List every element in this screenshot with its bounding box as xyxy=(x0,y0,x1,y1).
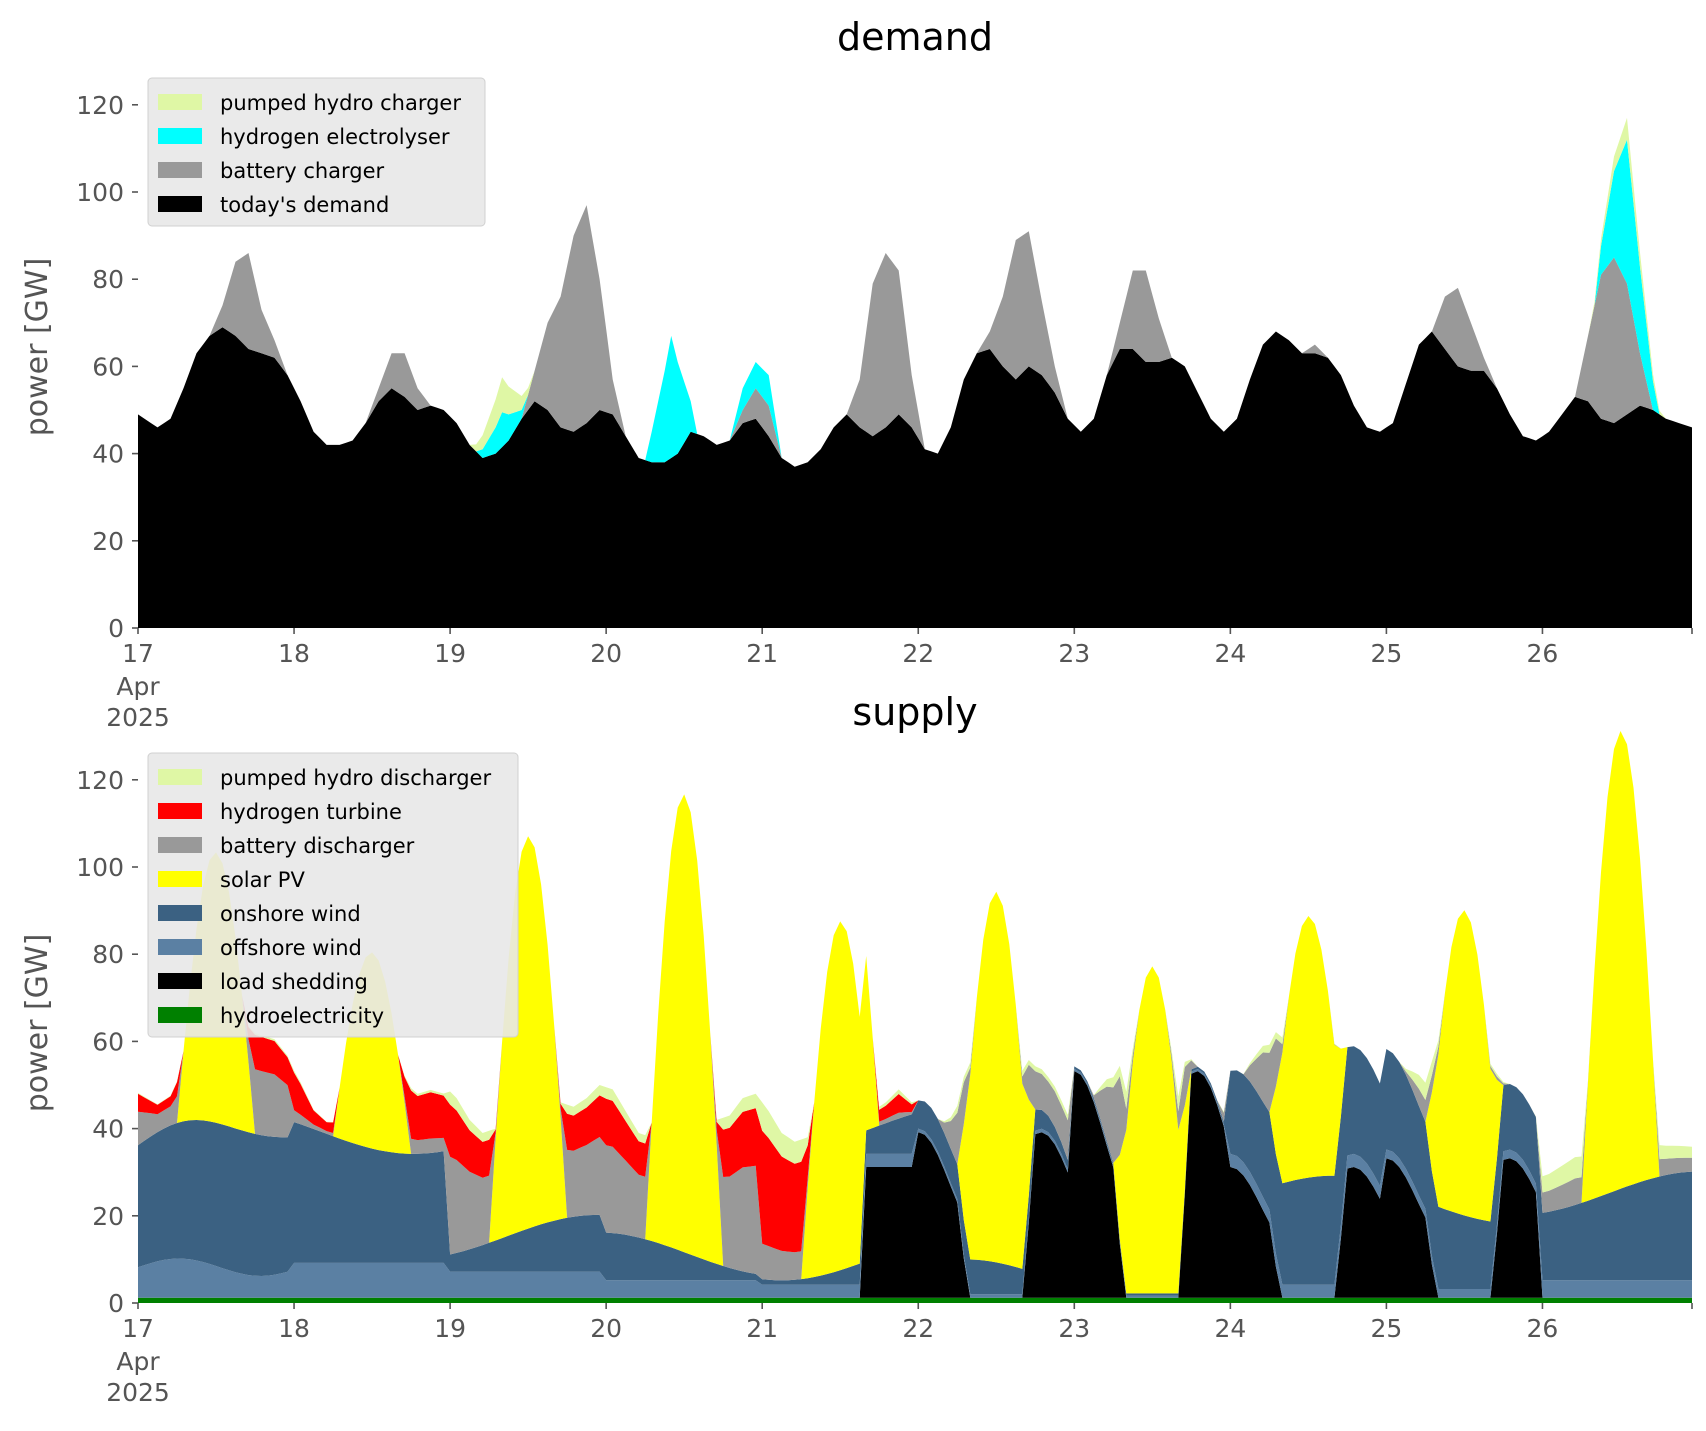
legend-label: pumped hydro discharger xyxy=(220,766,491,790)
x-tick-year-label: 2025 xyxy=(106,1378,170,1407)
x-tick-label: 19 xyxy=(434,1314,466,1343)
supply-title: supply xyxy=(852,690,977,734)
legend-swatch xyxy=(158,1007,202,1023)
demand-legend: pumped hydro charger hydrogen electrolyse… xyxy=(147,77,486,227)
x-tick-label: 18 xyxy=(278,639,310,668)
y-tick-label: 40 xyxy=(92,1115,124,1144)
legend-box xyxy=(147,752,519,1038)
y-tick-label: 120 xyxy=(76,91,124,120)
legend-label: hydroelectricity xyxy=(220,1004,384,1028)
y-tick-label: 20 xyxy=(92,1202,124,1231)
legend-label: battery discharger xyxy=(220,834,415,858)
x-tick-label: 23 xyxy=(1058,639,1090,668)
legend-swatch xyxy=(158,871,202,887)
demand-y-ticks: 0 20 40 60 80 100 120 xyxy=(76,91,138,643)
y-tick-label: 100 xyxy=(76,853,124,882)
x-tick-label: 26 xyxy=(1527,639,1559,668)
legend-swatch xyxy=(158,973,202,989)
legend-swatch xyxy=(158,162,202,178)
x-tick-label: 22 xyxy=(902,639,934,668)
area-hydroelectricity xyxy=(138,1297,1692,1303)
y-tick-label: 60 xyxy=(92,1027,124,1056)
legend-swatch xyxy=(158,905,202,921)
area-battery-charger xyxy=(138,205,1692,467)
demand-y-axis-label: power [GW] xyxy=(20,258,55,437)
legend-swatch xyxy=(158,803,202,819)
x-tick-label: 21 xyxy=(746,639,778,668)
legend-swatch xyxy=(158,196,202,212)
legend-label: battery charger xyxy=(220,159,385,183)
legend-label: solar PV xyxy=(220,868,305,892)
x-tick-label: 23 xyxy=(1058,1314,1090,1343)
x-tick-label: 20 xyxy=(590,639,622,668)
legend-box xyxy=(147,77,486,227)
x-tick-label: 20 xyxy=(590,1314,622,1343)
y-tick-label: 0 xyxy=(108,614,124,643)
legend-swatch xyxy=(158,769,202,785)
x-tick-label: 17 xyxy=(122,639,154,668)
demand-areas xyxy=(138,117,1692,628)
y-tick-label: 60 xyxy=(92,352,124,381)
area-solar-pv xyxy=(138,731,1692,1294)
x-tick-label: 21 xyxy=(746,1314,778,1343)
supply-y-axis-label: power [GW] xyxy=(20,934,55,1113)
x-tick-label: 17 xyxy=(122,1314,154,1343)
area-today-s-demand xyxy=(138,327,1692,628)
y-tick-label: 20 xyxy=(92,527,124,556)
supply-y-ticks: 0 20 40 60 80 100 120 xyxy=(76,766,138,1318)
x-tick-label: 26 xyxy=(1527,1314,1559,1343)
legend-swatch xyxy=(158,837,202,853)
y-tick-label: 80 xyxy=(92,265,124,294)
y-tick-label: 80 xyxy=(92,940,124,969)
legend-swatch xyxy=(158,939,202,955)
legend-label: hydrogen electrolyser xyxy=(220,125,450,149)
legend-label: onshore wind xyxy=(220,902,361,926)
x-tick-label: 22 xyxy=(902,1314,934,1343)
x-tick-month-label: Apr xyxy=(116,1347,160,1376)
y-tick-label: 0 xyxy=(108,1289,124,1318)
legend-swatch xyxy=(158,128,202,144)
supply-legend: pumped hydro discharger hydrogen turbine b… xyxy=(147,752,519,1038)
legend-label: load shedding xyxy=(220,970,368,994)
legend-label: pumped hydro charger xyxy=(220,91,461,115)
y-tick-label: 40 xyxy=(92,440,124,469)
legend-label: hydrogen turbine xyxy=(220,800,402,824)
y-tick-label: 100 xyxy=(76,178,124,207)
supply-areas xyxy=(138,731,1692,1303)
x-tick-year-label: 2025 xyxy=(106,703,170,732)
legend-label: today's demand xyxy=(220,193,389,217)
x-tick-label: 19 xyxy=(434,639,466,668)
y-tick-label: 120 xyxy=(76,766,124,795)
x-tick-label: 24 xyxy=(1214,1314,1246,1343)
demand-title: demand xyxy=(837,15,993,59)
area-offshore-wind xyxy=(138,1068,1692,1298)
x-tick-label: 24 xyxy=(1214,639,1246,668)
legend-label: offshore wind xyxy=(220,936,362,960)
x-tick-month-label: Apr xyxy=(116,672,160,701)
x-tick-label: 18 xyxy=(278,1314,310,1343)
legend-swatch xyxy=(158,94,202,110)
area-load-shedding xyxy=(138,1071,1692,1298)
x-tick-label: 25 xyxy=(1370,639,1402,668)
area-onshore-wind xyxy=(138,1046,1692,1296)
x-tick-label: 25 xyxy=(1370,1314,1402,1343)
